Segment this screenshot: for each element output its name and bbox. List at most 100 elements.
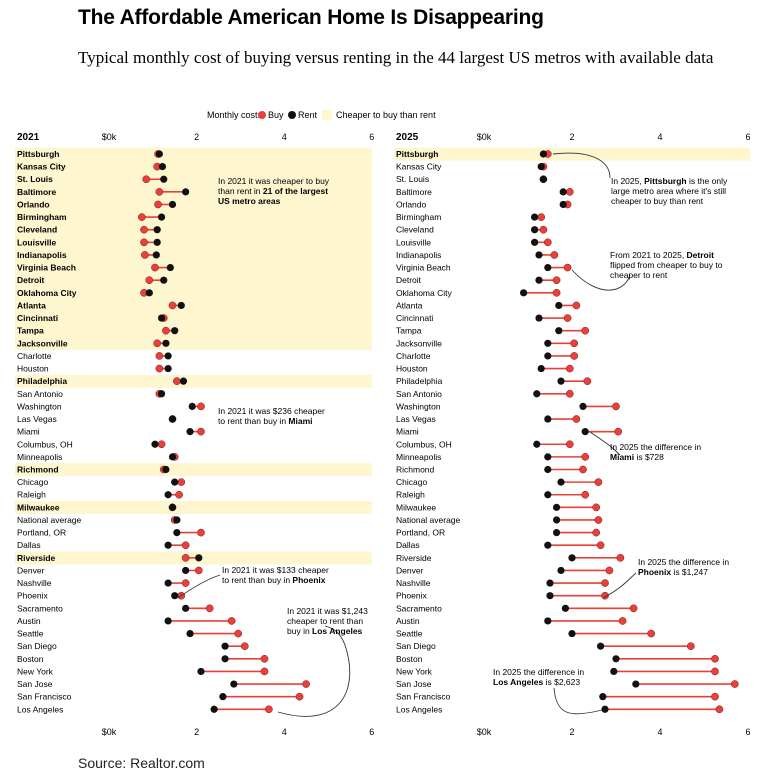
cheaper-to-buy-band xyxy=(394,147,750,161)
buy-dot xyxy=(537,213,546,221)
cheaper-to-buy-band xyxy=(15,248,372,262)
rent-dot xyxy=(157,390,166,398)
rent-dot xyxy=(568,554,576,562)
rent-dot xyxy=(559,200,567,209)
annotation-bold: Phoenix xyxy=(292,575,325,585)
annotation-line: In 2021 it was cheaper to buy xyxy=(218,176,330,186)
rent-dot xyxy=(533,440,541,448)
metro-label: Louisville xyxy=(396,237,431,247)
metro-label: Boston xyxy=(396,654,423,664)
rent-dot xyxy=(612,655,620,663)
metro-label: National average xyxy=(17,515,82,525)
metro-label: Dallas xyxy=(396,540,420,550)
rent-dot xyxy=(168,503,177,511)
metro-label: Las Vegas xyxy=(396,414,436,424)
axis-tick-label: 6 xyxy=(369,727,374,737)
axis-tick-label: 2 xyxy=(194,132,199,142)
annotation-2025-phoenix: In 2025 the difference in Phoenix is $1,… xyxy=(638,557,731,577)
leader-pittsburgh xyxy=(552,152,611,179)
axis-tick-label: 4 xyxy=(657,132,662,142)
annotation-2025-miami: In 2025 the difference in Miami is $728 xyxy=(610,442,703,462)
metro-label: Nashville xyxy=(17,578,52,588)
metro-label: Los Angeles xyxy=(17,704,63,714)
rent-dot xyxy=(531,213,539,221)
buy-dot xyxy=(154,200,162,209)
rent-dot xyxy=(535,314,543,322)
rent-dot xyxy=(581,428,589,436)
rent-dot xyxy=(535,251,543,259)
rent-dot xyxy=(160,175,168,183)
rent-dot xyxy=(219,693,227,701)
leader-phoenix-2025 xyxy=(602,572,637,599)
axis-tick-label: 2 xyxy=(569,727,574,737)
buy-dot xyxy=(550,251,559,259)
rent-dot xyxy=(555,327,563,335)
buy-dot xyxy=(572,415,581,423)
cheaper-to-buy-band xyxy=(15,147,372,161)
annotation-2021-la: In 2021 it was $1,243 cheaper to rent th… xyxy=(287,606,370,636)
rent-dot xyxy=(157,314,166,322)
metro-label: Sacramento xyxy=(17,603,63,613)
cheaper-to-buy-band xyxy=(15,311,372,325)
buy-dot xyxy=(181,553,190,562)
metro-label: San Jose xyxy=(17,679,53,689)
cheaper-to-buy-band xyxy=(15,160,372,174)
metro-label: Phoenix xyxy=(396,591,427,601)
buy-dot xyxy=(181,579,190,587)
buy-dot xyxy=(181,541,190,550)
metro-label: Charlotte xyxy=(17,351,52,361)
metro-label: Dallas xyxy=(17,540,41,550)
axis-tick-label: 4 xyxy=(282,727,287,737)
buy-dot xyxy=(151,263,159,272)
rent-dot xyxy=(186,629,194,638)
metro-label: Denver xyxy=(396,565,424,575)
metro-label: Miami xyxy=(17,427,40,437)
buy-dot xyxy=(539,225,548,234)
annotation-line: is $728 xyxy=(634,452,664,462)
metro-label: Jacksonville xyxy=(17,338,68,348)
rent-dot xyxy=(537,364,545,373)
cheaper-to-buy-band xyxy=(15,210,372,224)
rent-dot xyxy=(197,667,205,676)
legend-buy-label: Buy xyxy=(268,110,284,120)
chart-title: The Affordable American Home Is Disappea… xyxy=(78,6,544,29)
rent-dot xyxy=(145,289,153,297)
annotation-2025-la: In 2025 the difference in Los Angeles is… xyxy=(493,667,586,687)
buy-dot xyxy=(138,213,146,221)
leader-miami-2025 xyxy=(589,431,621,456)
axis-tick-label: $0k xyxy=(477,727,492,737)
cheaper-to-buy-band xyxy=(15,463,372,477)
buy-dot xyxy=(570,352,579,360)
rent-dot xyxy=(164,364,172,373)
rent-dot xyxy=(153,226,161,234)
buy-dot xyxy=(730,680,739,688)
buy-dot xyxy=(552,276,561,285)
rent-dot xyxy=(544,352,552,360)
cheaper-to-buy-band xyxy=(15,501,372,514)
leader-la-2025 xyxy=(553,687,603,715)
metro-label: Austin xyxy=(17,616,41,626)
annotation-line: From 2021 to 2025, xyxy=(610,250,687,260)
cheaper-to-buy-band xyxy=(15,198,372,212)
buy-dot xyxy=(592,528,601,537)
buy-dot xyxy=(583,377,592,386)
chart-subtitle: Typical monthly cost of buying versus re… xyxy=(78,48,714,67)
rent-dot xyxy=(533,390,541,398)
rent-dot xyxy=(152,251,160,259)
panel-2021: 2021 $0k $0k 2 2 4 4 6 6 Pittsburgh Kansas City St.… xyxy=(15,132,374,737)
leader-detroit xyxy=(571,269,631,291)
buy-dot xyxy=(565,364,574,373)
rent-dot xyxy=(173,529,181,537)
buy-dot xyxy=(581,326,590,335)
cheaper-to-buy-band xyxy=(15,236,372,249)
rent-dot xyxy=(158,163,167,171)
annotation-line: In 2021 it was $236 cheaper xyxy=(218,406,325,416)
buy-dot xyxy=(177,478,186,486)
buy-dot xyxy=(197,427,205,436)
rent-dot xyxy=(555,301,563,310)
rent-dot xyxy=(164,617,172,625)
legend-rent-label: Rent xyxy=(298,110,318,120)
annotation-line: than rent in xyxy=(218,186,263,196)
buy-dot xyxy=(711,654,719,663)
buy-dot xyxy=(302,680,310,688)
